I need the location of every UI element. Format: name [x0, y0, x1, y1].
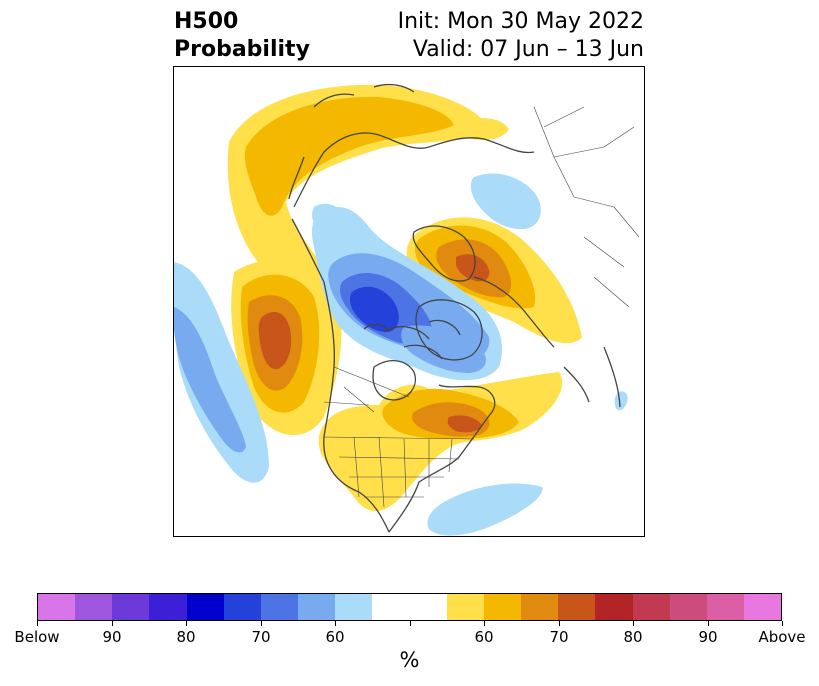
probability-colorbar — [37, 593, 782, 621]
africa-coast — [563, 346, 621, 408]
init-date: Init: Mon 30 May 2022 — [397, 9, 644, 34]
above-normal-anomalies — [227, 84, 582, 512]
kara-sea-ridge — [458, 118, 509, 141]
colorbar-cell — [112, 594, 150, 620]
colorbar-cell — [223, 594, 261, 620]
east-pacific-ridge-75 — [258, 311, 292, 370]
colorbar-cell — [298, 594, 336, 620]
canada-province-lines — [323, 366, 410, 413]
colorbar-tick — [335, 621, 336, 626]
colorbar-tick — [559, 621, 560, 626]
valid-range: Valid: 07 Jun – 13 Jun — [412, 37, 644, 62]
colorbar-cell — [186, 594, 224, 620]
us-state-lines — [323, 436, 475, 508]
pacific-trough-60 — [174, 262, 269, 483]
coastlines — [288, 83, 621, 533]
map-canvas — [174, 83, 640, 536]
colorbar-cell — [669, 594, 707, 620]
colorbar-cell — [335, 594, 373, 620]
subtropical-atlantic-trough — [427, 483, 543, 536]
eurasia-north-coast — [293, 132, 535, 208]
colorbar-cell — [260, 594, 299, 620]
arctic-trough-75 — [349, 286, 399, 333]
below-normal-anomalies — [174, 173, 628, 536]
colorbar-tick — [484, 621, 485, 626]
colorbar-cell — [372, 594, 410, 620]
colorbar-cell — [75, 594, 113, 620]
colorbar-tick — [633, 621, 634, 626]
colorbar-cell — [743, 594, 782, 620]
alaska-trough — [312, 203, 345, 233]
colorbar-unit: % — [399, 648, 420, 672]
colorbar-tick-label: Below — [14, 628, 60, 646]
greenland-outline — [415, 299, 483, 361]
colorbar-tick-label: 70 — [549, 628, 569, 646]
borders — [323, 106, 640, 508]
scandinavia-outline — [412, 225, 476, 282]
colorbar-cell — [595, 594, 633, 620]
eurasia-borders — [533, 106, 640, 308]
colorbar-tick-label: 70 — [251, 628, 271, 646]
colorbar-tick-label: Above — [758, 628, 806, 646]
colorbar-cell — [632, 594, 670, 620]
colorbar-tick — [112, 621, 113, 626]
colorbar-tick — [261, 621, 262, 626]
north-america-outline — [291, 218, 496, 533]
colorbar-cell — [706, 594, 744, 620]
ural-trough — [470, 173, 541, 230]
colorbar-tick — [186, 621, 187, 626]
pacific-trough-65 — [174, 307, 246, 453]
colorbar-tick — [782, 621, 783, 626]
colorbar-cell — [483, 594, 522, 620]
colorbar-cell — [38, 594, 76, 620]
east-asia-coast — [288, 83, 415, 200]
title-product: Probability — [174, 37, 310, 62]
colorbar-cell — [521, 594, 559, 620]
colorbar-cell — [558, 594, 596, 620]
title-variable: H500 — [174, 9, 239, 34]
colorbar-tick-label: 90 — [698, 628, 718, 646]
atlantic-patch — [614, 391, 628, 411]
hudson-bay-outline — [372, 360, 416, 401]
europe-coast — [473, 276, 555, 348]
colorbar-tick-label: 90 — [102, 628, 122, 646]
colorbar-cell — [446, 594, 484, 620]
greenland-trough — [401, 325, 487, 373]
colorbar-tick — [37, 621, 38, 626]
north-atlantic-ridge-65 — [244, 96, 454, 216]
probability-map — [173, 66, 645, 537]
chart-dates: Init: Mon 30 May 2022 Valid: 07 Jun – 13… — [398, 8, 644, 64]
colorbar-tick-label: 80 — [623, 628, 643, 646]
colorbar-cell — [149, 594, 187, 620]
colorbar-tick — [410, 621, 411, 626]
colorbar-tick — [708, 621, 709, 626]
colorbar-tick-label: 80 — [176, 628, 196, 646]
north-america-ridge-75 — [447, 415, 482, 433]
colorbar-tick-label: 60 — [325, 628, 345, 646]
colorbar-cell — [409, 594, 447, 620]
colorbar-tick-label: 60 — [474, 628, 494, 646]
chart-title: H500 Probability — [174, 8, 310, 64]
siberia-ridge-75 — [456, 254, 490, 282]
